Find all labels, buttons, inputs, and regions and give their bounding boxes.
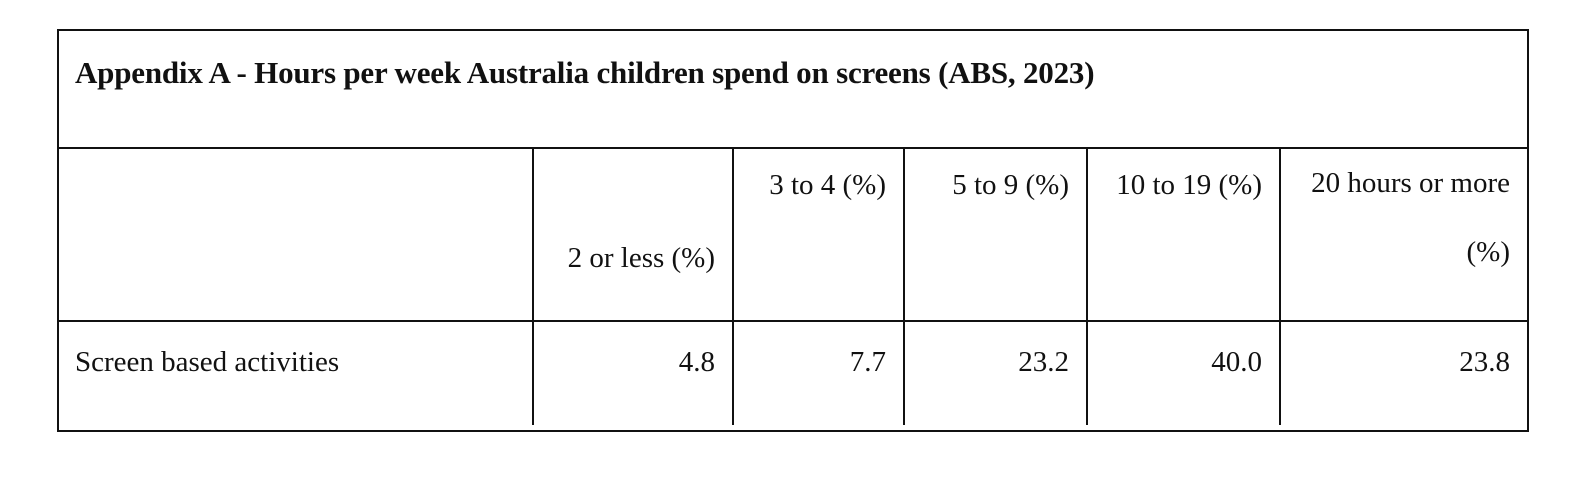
row-label-cell: Screen based activities xyxy=(59,321,533,425)
appendix-table: Appendix A - Hours per week Australia ch… xyxy=(57,29,1529,432)
header-cell-20-or-more: 20 hours or more (%) xyxy=(1279,149,1527,322)
value-cell: 7.7 xyxy=(732,321,904,425)
value-cell: 40.0 xyxy=(1086,321,1280,425)
table-row: Screen based activities 4.8 7.7 23.2 40.… xyxy=(59,321,1527,425)
cell-value: 40.0 xyxy=(1211,346,1262,378)
column-header: 20 hours or more (%) xyxy=(1311,167,1510,268)
header-cell-5-to-9: 5 to 9 (%) xyxy=(903,149,1087,322)
header-cell-2-or-less: 2 or less (%) xyxy=(532,149,733,322)
data-table: 2 or less (%) 3 to 4 (%) 5 to 9 (%) 10 t… xyxy=(59,149,1527,425)
value-cell: 4.8 xyxy=(532,321,733,425)
value-cell: 23.8 xyxy=(1279,321,1527,425)
cell-value: 7.7 xyxy=(849,346,886,378)
header-cell-empty xyxy=(59,149,533,322)
column-header: 10 to 19 (%) xyxy=(1116,169,1262,201)
cell-value: 23.8 xyxy=(1459,346,1510,378)
column-header: 2 or less (%) xyxy=(567,242,715,274)
row-label: Screen based activities xyxy=(75,346,340,378)
cell-value: 4.8 xyxy=(678,346,715,378)
table-title: Appendix A - Hours per week Australia ch… xyxy=(75,55,1095,90)
header-row: 2 or less (%) 3 to 4 (%) 5 to 9 (%) 10 t… xyxy=(59,149,1527,322)
value-cell: 23.2 xyxy=(903,321,1087,425)
table-title-row: Appendix A - Hours per week Australia ch… xyxy=(59,31,1527,149)
column-header: 3 to 4 (%) xyxy=(769,169,886,201)
header-cell-3-to-4: 3 to 4 (%) xyxy=(732,149,904,322)
header-cell-10-to-19: 10 to 19 (%) xyxy=(1086,149,1280,322)
column-header: 5 to 9 (%) xyxy=(952,169,1069,201)
cell-value: 23.2 xyxy=(1018,346,1069,378)
